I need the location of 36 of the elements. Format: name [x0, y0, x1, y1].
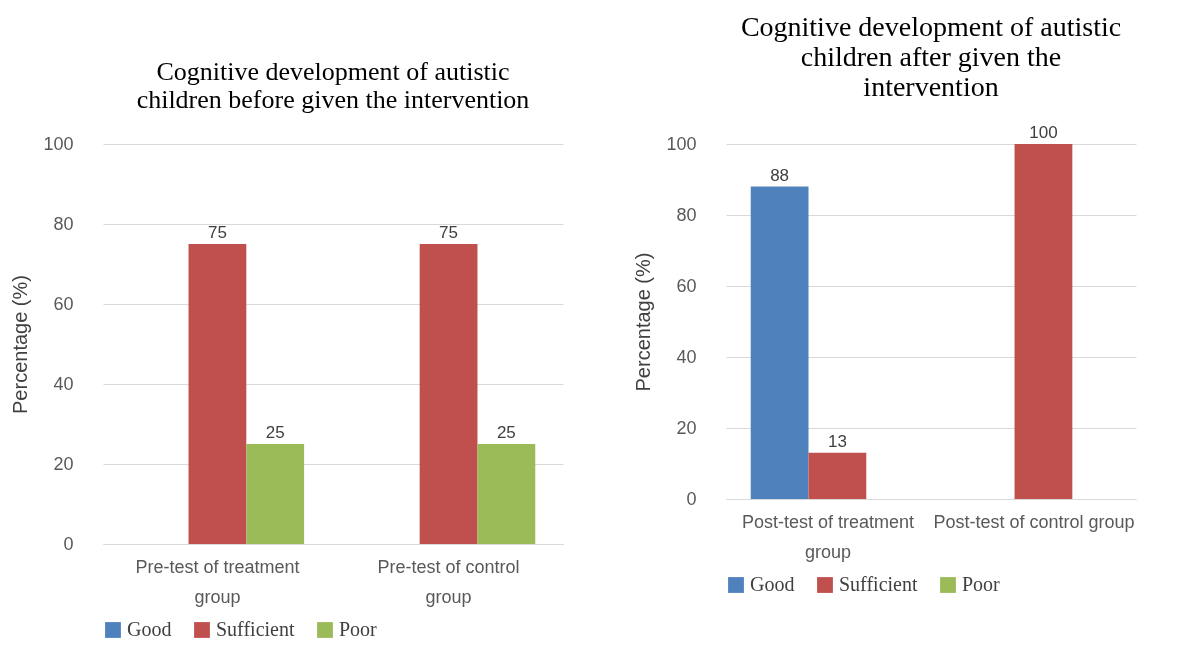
x-tick-label: Pre-test of treatment group: [135, 556, 300, 607]
y-axis-title: Percentage (%): [632, 252, 655, 392]
y-tick-label: 80: [676, 204, 697, 225]
y-axis-title: Percentage (%): [9, 275, 32, 414]
bar: [808, 452, 867, 499]
chart-title: Cognitive development of autistic children before given the intervention: [136, 57, 530, 114]
x-tick-label: Post-test of control group: [933, 511, 1135, 532]
legend-label: Poor: [339, 618, 378, 640]
legend-label: Poor: [962, 573, 1001, 595]
y-tick-label: 0: [686, 488, 697, 509]
data-label: 75: [439, 223, 459, 242]
bar: [750, 186, 809, 499]
y-tick-label: 60: [53, 293, 74, 314]
data-label: 100: [1029, 123, 1058, 142]
y-tick-label: 80: [53, 213, 74, 234]
legend-label: Good: [750, 573, 795, 595]
y-tick-label: 20: [53, 453, 74, 474]
y-tick-label: 100: [666, 133, 697, 154]
bar: [1014, 144, 1073, 499]
x-tick-label: Pre-test of control group: [377, 556, 520, 607]
y-tick-label: 40: [676, 346, 697, 367]
x-tick-label: Post-test of treatment group: [741, 511, 915, 562]
legend-label: Sufficient: [216, 618, 295, 640]
data-label: 25: [265, 423, 285, 442]
y-tick-label: 100: [43, 133, 74, 154]
y-tick-label: 0: [63, 533, 74, 554]
chart-title: Cognitive development of autistic children after given the intervention: [740, 11, 1122, 102]
data-label: 25: [496, 423, 516, 442]
data-label: 13: [827, 431, 847, 451]
y-tick-label: 60: [676, 275, 697, 296]
y-tick-label: 20: [676, 417, 697, 438]
legend-label: Good: [127, 618, 172, 640]
y-tick-label: 40: [53, 373, 74, 394]
legend-label: Sufficient: [839, 573, 918, 595]
data-label: 88: [770, 165, 790, 185]
data-label: 75: [207, 223, 227, 242]
